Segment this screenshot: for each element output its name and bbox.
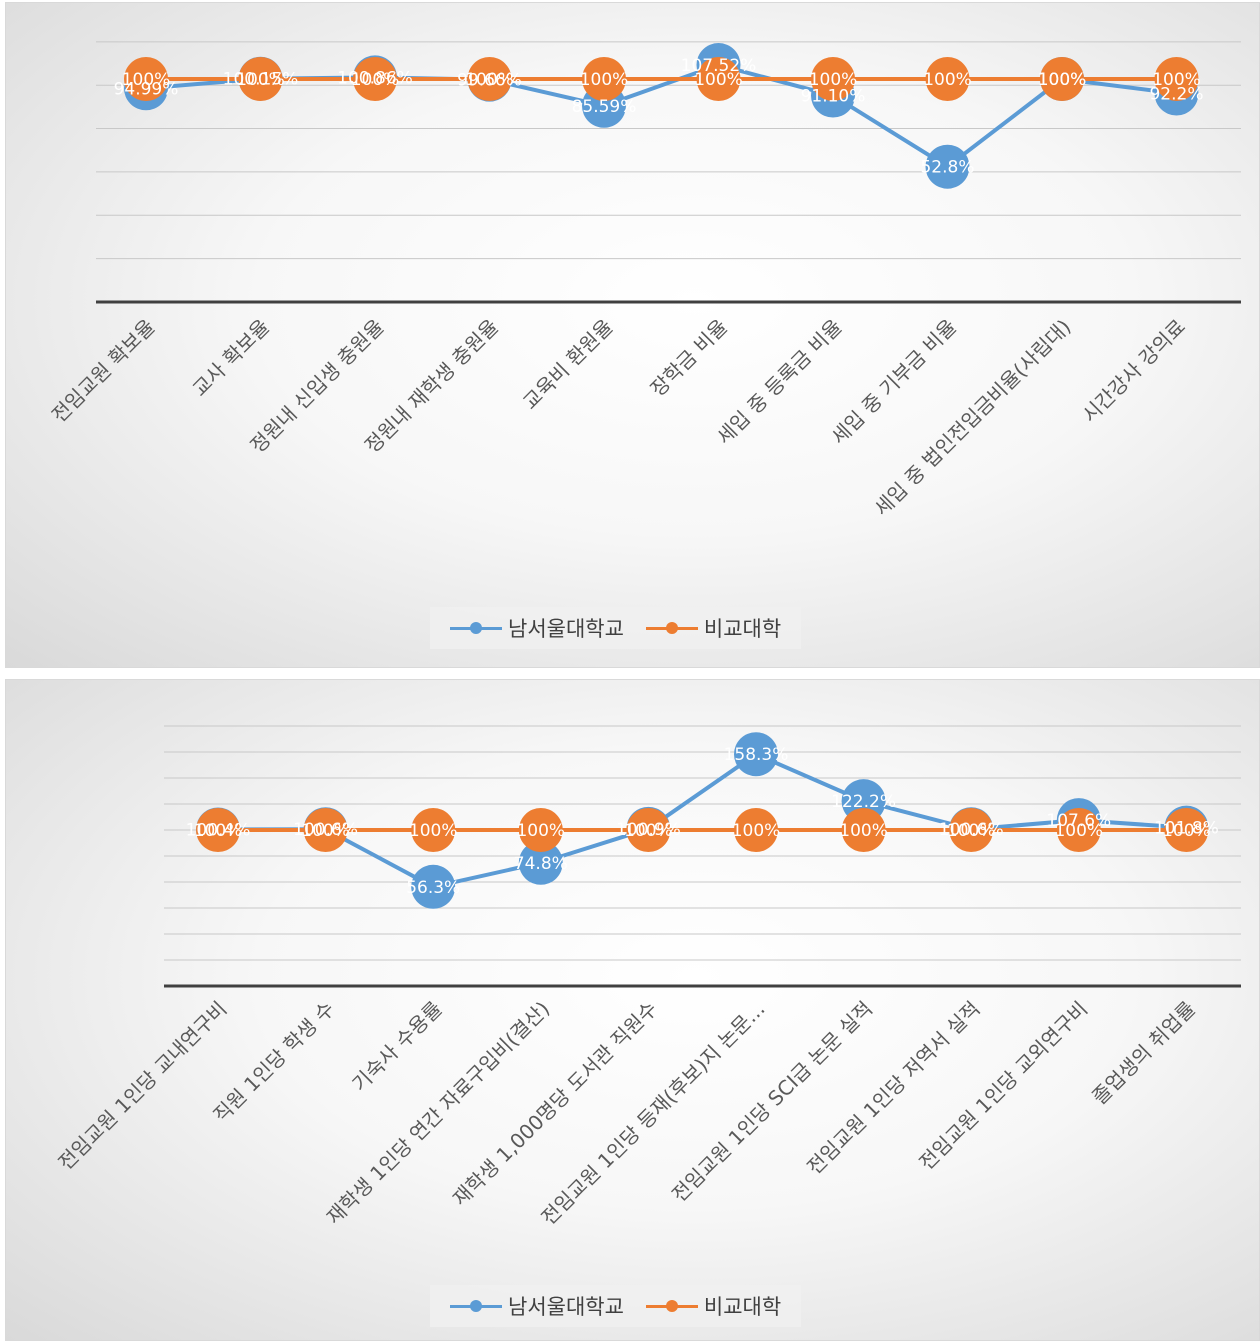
data-label-series-b: 100% [122,70,171,90]
legend-item-series-b: 비교대학 [646,613,781,643]
data-label-series-a: 52.8% [920,158,974,178]
x-tick-label: 세입 중 등록금 비율 [712,315,847,450]
legend-item-series-a: 남서울대학교 [450,1291,624,1321]
data-label-series-b: 100% [1038,70,1087,90]
legend-item-series-a: 남서울대학교 [450,613,624,643]
legend-label-series-a: 남서울대학교 [508,1291,624,1321]
data-label-series-b: 100% [1152,70,1201,90]
chart-panel-1: 전임교원 확보율 교사 확보율 정원내 신입생 충원율 정원내 재학생 충원율 교육비 … [5,2,1260,668]
data-label-series-a: 122.2% [831,792,896,812]
data-label-series-b: 100% [465,70,514,90]
data-label-series-b: 100% [194,821,243,841]
data-label-series-a: 74.8% [514,854,568,874]
data-label-series-b: 100% [809,70,858,90]
data-label-series-b: 100% [732,821,781,841]
x-tick-label: 장학금 비율 [646,315,733,402]
data-label-series-b: 100% [516,821,565,841]
series-line-series-a [218,754,1186,887]
x-tick-label: 전임교원 1인당 등재(후보)지 논문... [536,997,769,1230]
data-label-series-b: 100% [624,821,673,841]
data-label-series-b: 100% [409,821,458,841]
x-tick-label: 시간강사 강의료 [1077,315,1190,428]
x-tick-label: 전임교원 1인당 SCI급 논문 실적 [667,997,877,1207]
x-tick-label: 세입 중 기부금 비율 [826,315,961,450]
legend-1: 남서울대학교 비교대학 [430,607,801,649]
legend-label-series-a: 남서울대학교 [508,613,624,643]
data-label-series-b: 100% [301,821,350,841]
x-tick-label: 졸업생의 취업률 [1087,997,1200,1110]
data-label-series-b: 100% [1162,821,1211,841]
data-label-series-b: 100% [1054,821,1103,841]
legend-item-series-b: 비교대학 [646,1291,781,1321]
x-tick-label: 교사 확보율 [188,315,275,402]
data-label-series-a: 158.3% [724,745,789,765]
data-label-series-b: 100% [236,70,285,90]
data-label-series-b: 100% [923,70,972,90]
x-tick-label: 재학생 1인당 연간 자료구입비(결산) [322,997,555,1230]
legend-2: 남서울대학교 비교대학 [430,1285,801,1327]
legend-label-series-b: 비교대학 [704,1291,781,1321]
x-tick-label: 재학생 1,000명당 도서관 직원수 [448,997,662,1211]
legend-label-series-b: 비교대학 [704,613,781,643]
x-tick-label: 교육비 환원율 [518,315,618,415]
data-label-series-a: 56.3% [406,878,460,898]
x-tick-label: 전임교원 확보율 [47,315,160,428]
x-tick-label: 세입 중 법인전입금비율(사립대) [869,315,1075,521]
data-label-series-b: 100% [947,821,996,841]
data-label-series-a: 85.59% [572,97,637,117]
x-tick-label: 전임교원 1인당 교내연구비 [53,997,231,1175]
data-label-series-b: 100% [351,70,400,90]
x-tick-label: 기숙사 수용률 [347,997,447,1097]
chart-panel-2: 전임교원 1인당 교내연구비 직원 1인당 학생 수 기숙사 수용률 재학생 1인당 … [5,679,1260,1341]
data-label-series-b: 100% [694,70,743,90]
data-label-series-b: 100% [839,821,888,841]
data-label-series-b: 100% [580,70,629,90]
x-tick-label: 전임교원 1인당 저역서 실적 [802,997,985,1180]
